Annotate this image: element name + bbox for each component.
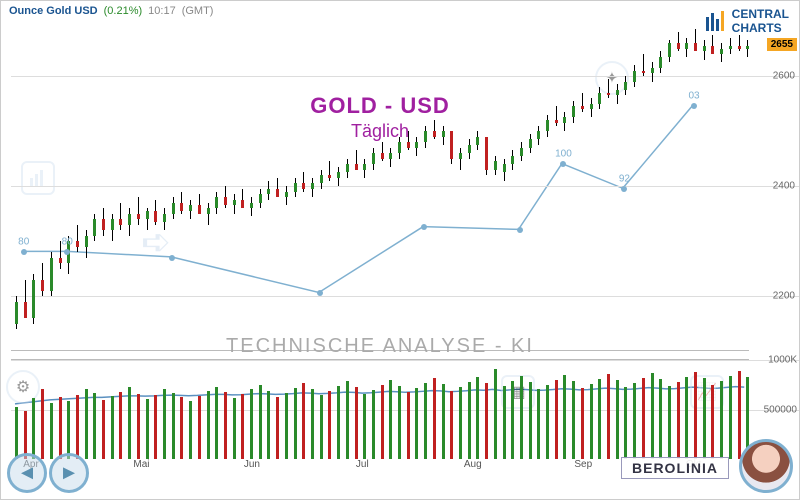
volume-chart[interactable]: ⚙ ▦ 📈 5000001000K bbox=[11, 359, 749, 459]
analysis-label: TECHNISCHE ANALYSE - KI bbox=[226, 335, 534, 358]
price-chart[interactable]: GOLD - USD Täglich TECHNISCHE ANALYSE - … bbox=[11, 21, 749, 351]
timestamp: 10:17 bbox=[148, 5, 176, 17]
nav-prev-button[interactable]: ◄ bbox=[7, 453, 47, 493]
instrument-title: Ounce Gold USD bbox=[9, 5, 98, 17]
assistant-avatar[interactable] bbox=[739, 439, 793, 493]
nav-arrows[interactable]: ◄ ► bbox=[7, 453, 89, 493]
brand-badge: BEROLINIA bbox=[621, 457, 729, 479]
timezone: (GMT) bbox=[182, 5, 214, 17]
watermark-icon bbox=[21, 161, 55, 195]
change-percent: (0.21%) bbox=[104, 5, 143, 17]
nav-next-button[interactable]: ► bbox=[49, 453, 89, 493]
arrow-watermark-icon: ➪ bbox=[141, 221, 171, 263]
chart-title-overlay: GOLD - USD Täglich bbox=[310, 93, 450, 142]
